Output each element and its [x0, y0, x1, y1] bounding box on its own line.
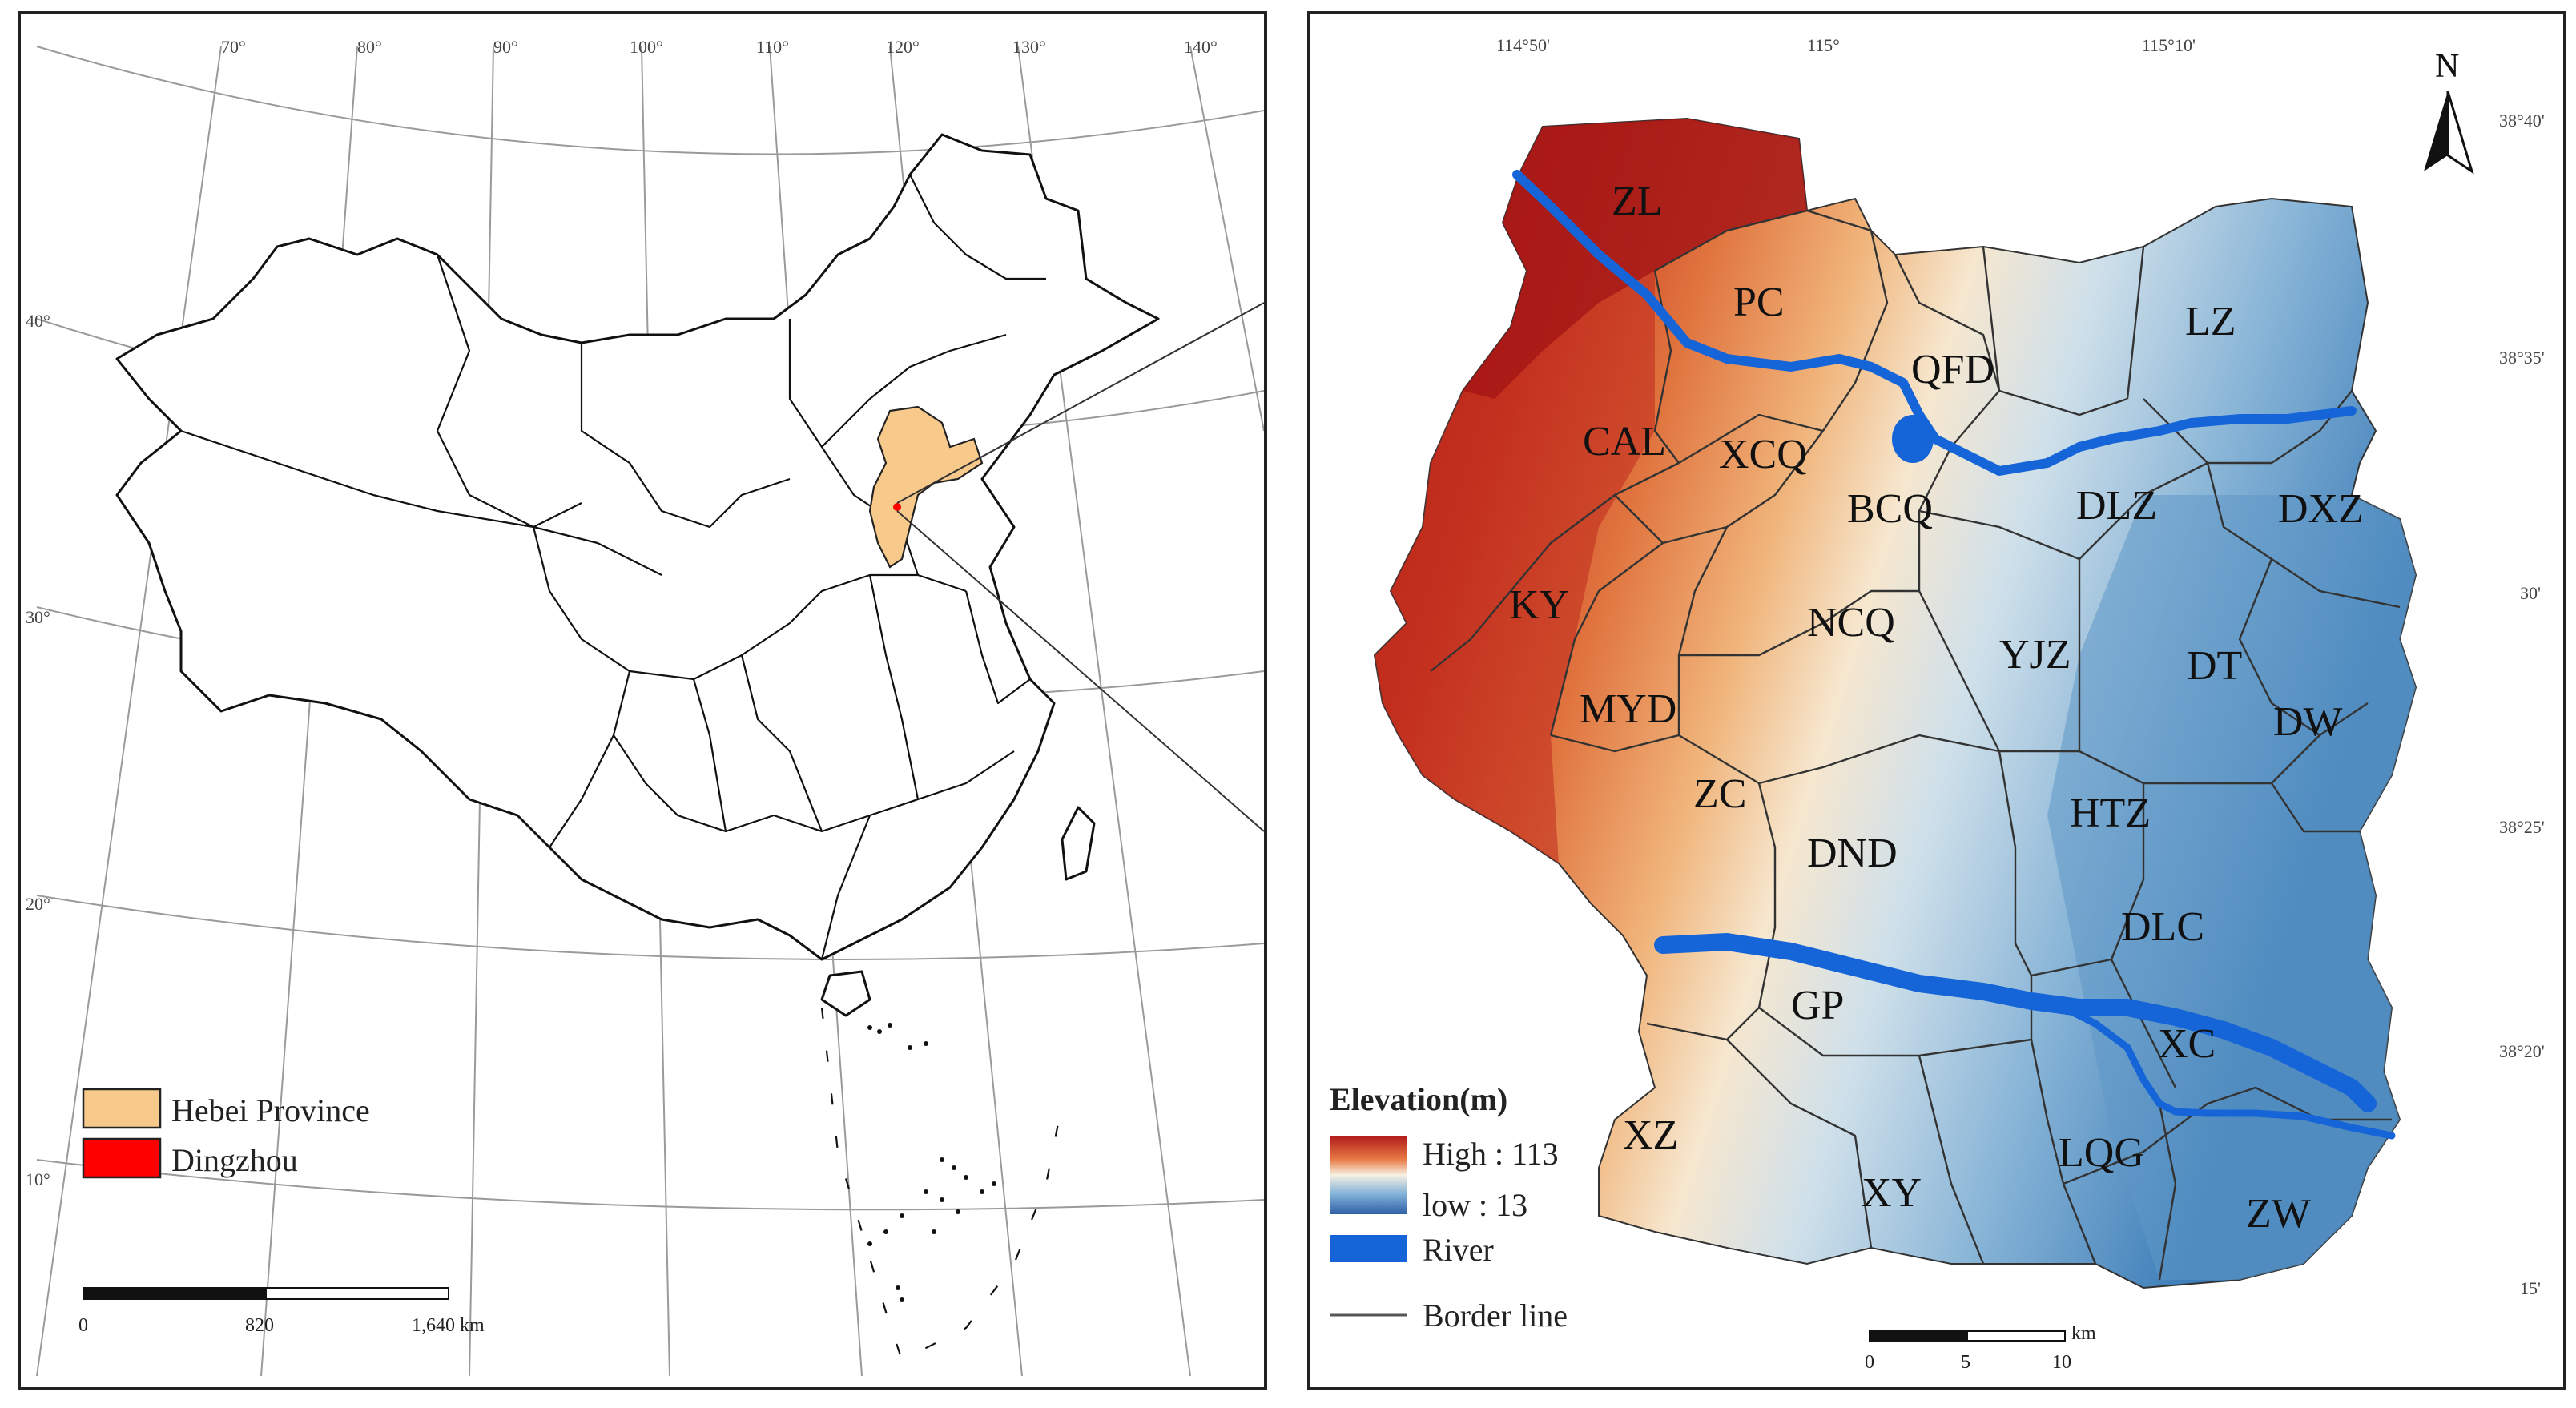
legend-river-swatch	[1330, 1235, 1407, 1262]
scale-label-10: 10	[2052, 1352, 2071, 1373]
mid-elevation-zone	[1375, 271, 1655, 863]
detail-map-panel: 114°50' 115° 115°10' 38°40' 38°35' 30' 3…	[1307, 11, 2566, 1390]
lon-label: 70°	[221, 37, 246, 57]
legend-low-label: low : 13	[1423, 1187, 1527, 1223]
scale-label-1640: 1,640 km	[412, 1315, 485, 1336]
legend-river-label: River	[1423, 1232, 1494, 1268]
lat-label: 10°	[26, 1169, 50, 1189]
town-label: KY	[1509, 582, 1569, 628]
town-label: DLC	[2121, 904, 2204, 950]
legend-label-hebei: Hebei Province	[171, 1092, 370, 1128]
town-label: DT	[2187, 643, 2242, 689]
scale-label-0: 0	[1865, 1352, 1874, 1373]
town-labels: ZL PC QFD LZ CAL XCQ BCQ DLZ DXZ KY NCQ …	[1509, 179, 2364, 1237]
scale-label-820: 820	[245, 1315, 274, 1336]
lon-label: 115°10'	[2142, 35, 2196, 55]
scale-label-0: 0	[78, 1315, 88, 1336]
taiwan-island	[1061, 806, 1096, 881]
legend-label-dingzhou: Dingzhou	[171, 1142, 298, 1178]
town-label: MYD	[1580, 686, 1676, 732]
scale-label-5: 5	[1961, 1352, 1970, 1373]
lon-label: 115°	[1807, 35, 1840, 55]
town-label: DLZ	[2076, 483, 2157, 529]
town-label: XCQ	[1719, 432, 1807, 477]
legend-title: Elevation(m)	[1330, 1081, 1507, 1117]
latitude-labels: 40° 30° 20° 10°	[26, 311, 50, 1189]
lat-label: 38°20'	[2499, 1041, 2545, 1061]
lon-label: 114°50'	[1496, 35, 1550, 55]
town-label: NCQ	[1807, 600, 1895, 646]
hainan-island	[820, 970, 871, 1017]
town-label: DND	[1807, 831, 1898, 876]
north-arrow: N	[2424, 48, 2474, 175]
town-label: ZW	[2246, 1191, 2311, 1237]
lat-label: 15'	[2520, 1278, 2541, 1298]
town-label: PC	[1733, 280, 1785, 325]
detail-scale-bar: km 0 5 10	[1865, 1323, 2096, 1373]
dingzhou-marker	[893, 503, 901, 511]
town-label: XZ	[1623, 1112, 1678, 1158]
lat-label: 38°35'	[2499, 348, 2545, 368]
town-label: HTZ	[2070, 790, 2151, 836]
town-label: DXZ	[2278, 486, 2364, 532]
lon-label: 140°	[1184, 37, 1218, 57]
town-label: ZC	[1693, 771, 1746, 817]
lat-label: 20°	[26, 894, 50, 914]
overview-map: 70° 80° 90° 100° 110° 120° 130° 140° 40°…	[26, 37, 1264, 1377]
elevation-ramp-swatch	[1330, 1136, 1407, 1214]
lon-label: 100°	[630, 37, 663, 57]
scale-unit: km	[2071, 1323, 2096, 1344]
town-label: GP	[1791, 983, 1844, 1028]
town-label: XY	[1862, 1170, 1922, 1216]
lat-label: 30°	[26, 607, 50, 627]
lon-label: 90°	[493, 37, 518, 57]
north-arrow-label: N	[2435, 48, 2459, 85]
leader-line-bottom	[896, 510, 1264, 832]
legend-high-label: High : 113	[1423, 1136, 1559, 1172]
south-china-sea-islands	[867, 1023, 996, 1302]
lat-label: 40°	[26, 311, 50, 331]
rivers	[1512, 170, 2396, 1140]
legend-swatch-dingzhou	[82, 1137, 162, 1179]
town-label: XC	[2158, 1021, 2216, 1067]
overview-map-panel: 70° 80° 90° 100° 110° 120° 130° 140° 40°…	[18, 11, 1267, 1390]
legend-swatch-hebei	[82, 1088, 162, 1129]
overview-scale-bar: 0 820 1,640 km	[78, 1287, 485, 1336]
town-label: DW	[2273, 699, 2343, 745]
town-label: ZL	[1612, 179, 1663, 224]
lon-label: 110°	[756, 37, 789, 57]
reservoir	[1892, 415, 1934, 463]
low-elevation-zone	[2047, 495, 2416, 1280]
legend-border-label: Border line	[1423, 1297, 1568, 1334]
high-elevation-zone	[1463, 119, 1807, 399]
town-label: LQG	[2059, 1130, 2144, 1176]
town-label: CAL	[1583, 419, 1666, 465]
detail-map: 114°50' 115° 115°10' 38°40' 38°35' 30' 3…	[1330, 35, 2545, 1373]
town-label: QFD	[1911, 347, 1994, 392]
lon-label: 130°	[1012, 37, 1046, 57]
elevation-legend: Elevation(m) High : 113 low : 13 River B…	[1330, 1081, 1568, 1334]
china-outline	[115, 133, 1160, 961]
town-label: YJZ	[1999, 632, 2071, 678]
lon-label: 120°	[886, 37, 920, 57]
province-boundaries	[180, 174, 1046, 960]
lat-label: 38°25'	[2499, 817, 2545, 837]
town-label: BCQ	[1847, 486, 1933, 532]
longitude-labels: 70° 80° 90° 100° 110° 120° 130° 140°	[221, 37, 1218, 57]
leader-line-top	[896, 302, 1264, 504]
lon-label: 80°	[357, 37, 382, 57]
lat-label: 38°40'	[2499, 111, 2545, 131]
town-label: LZ	[2185, 299, 2236, 344]
lat-label: 30'	[2520, 583, 2541, 603]
overview-legend: Hebei Province Dingzhou	[82, 1088, 370, 1179]
